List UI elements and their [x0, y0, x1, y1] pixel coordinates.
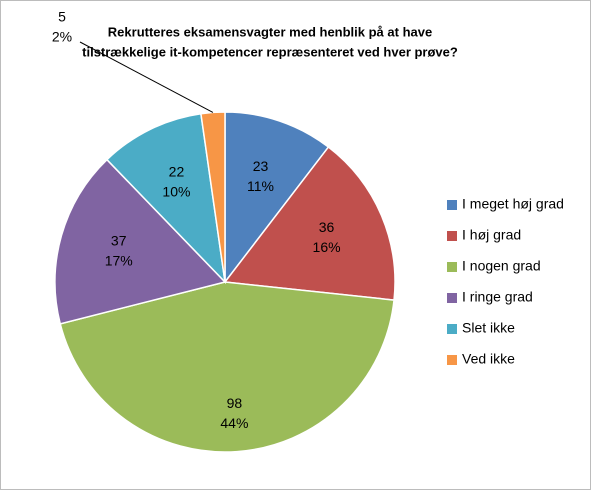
pie-slice: [59, 281, 395, 453]
legend-label: I ringe grad: [462, 289, 533, 305]
data-label: 22: [169, 163, 185, 179]
legend-swatch: [447, 355, 457, 365]
data-label: 23: [253, 158, 269, 174]
data-label: 10%: [162, 183, 190, 199]
legend-label: Slet ikke: [462, 320, 515, 336]
legend-swatch: [447, 231, 457, 241]
data-label: 98: [227, 395, 243, 411]
data-label: 17%: [105, 252, 133, 268]
data-label: 5: [58, 9, 66, 25]
legend-label: I høj grad: [462, 227, 521, 243]
legend-swatch: [447, 200, 457, 210]
pie-slice: [223, 146, 396, 301]
data-label: 11%: [247, 178, 274, 194]
data-label: 16%: [313, 239, 341, 255]
data-label: 36: [319, 219, 335, 235]
pie-slice: [105, 112, 227, 285]
legend-label: Ved ikke: [462, 351, 515, 367]
chart-title: Rekrutteres eksamensvagter med henblik p…: [108, 24, 432, 39]
leader-line: [79, 41, 214, 113]
legend-swatch: [447, 293, 457, 303]
legend-label: I meget høj grad: [462, 196, 564, 212]
data-label: 37: [111, 232, 127, 248]
pie-slice: [224, 111, 330, 285]
legend-label: I nogen grad: [462, 258, 541, 274]
legend-swatch: [447, 324, 457, 334]
legend-swatch: [447, 262, 457, 272]
pie-slice: [54, 158, 227, 325]
chart-title: tilstrækkelige it-kompetencer repræsente…: [82, 44, 458, 59]
data-label: 2%: [52, 29, 72, 45]
data-label: 44%: [220, 415, 248, 431]
